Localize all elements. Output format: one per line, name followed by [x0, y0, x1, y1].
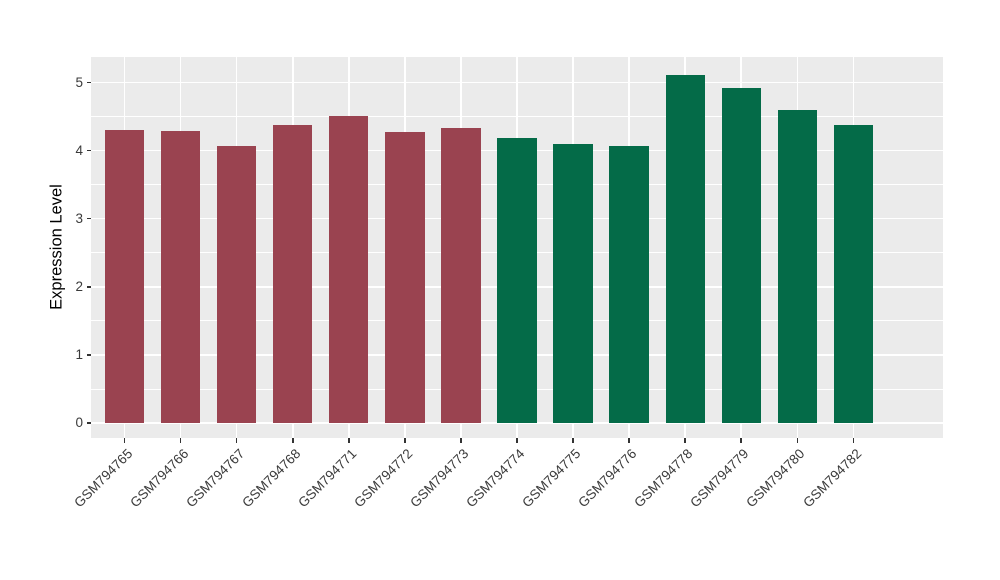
x-axis-tick: [852, 438, 855, 443]
x-axis-tick-label-text: GSM794775: [519, 446, 584, 511]
x-axis-tick-label-text: GSM794771: [295, 446, 360, 511]
y-axis-tick-label: 3: [75, 210, 83, 226]
x-axis-tick-label-text: GSM794779: [687, 446, 752, 511]
x-axis-tick-label-text: GSM794780: [743, 446, 808, 511]
y-axis-tick-label: 5: [75, 74, 83, 90]
x-axis-tick: [235, 438, 238, 443]
y-axis-tick-label: 1: [75, 346, 83, 362]
bar-GSM794773: [441, 128, 481, 423]
x-axis-tick-label-text: GSM794765: [71, 446, 136, 511]
x-axis-tick-label-text: GSM794772: [351, 446, 416, 511]
x-axis-tick: [740, 438, 742, 443]
y-axis-tick-label: 0: [75, 415, 83, 430]
x-axis-tick: [123, 438, 126, 443]
bar-GSM794776: [609, 145, 649, 423]
bar-GSM794765: [105, 130, 145, 423]
bar-GSM794768: [273, 124, 313, 423]
x-axis-tick-label-text: GSM794766: [127, 446, 192, 511]
y-axis-tick: [87, 422, 91, 424]
y-axis-tick: [87, 217, 91, 220]
y-axis-tick: [87, 149, 91, 152]
x-axis-tick: [404, 438, 406, 443]
y-axis-tick: [87, 81, 91, 84]
x-axis-tick-label-text: GSM794773: [407, 446, 472, 511]
x-axis-tick: [348, 438, 350, 443]
major-gridline: [91, 81, 943, 84]
bar-GSM794779: [721, 87, 761, 423]
x-axis-tick: [628, 438, 630, 443]
bar-GSM794772: [385, 131, 425, 423]
x-axis-tick: [292, 438, 294, 443]
x-axis-tick-label-text: GSM794774: [463, 446, 528, 511]
bar-GSM794774: [497, 138, 537, 423]
bar-GSM794771: [329, 115, 369, 423]
y-axis-tick-label: 2: [75, 278, 83, 294]
minor-gridline: [91, 116, 943, 117]
bar-GSM794782: [833, 124, 873, 423]
x-axis-tick-label-text: GSM794778: [631, 446, 696, 511]
bar-GSM794780: [777, 109, 817, 423]
bar-GSM794766: [161, 130, 201, 423]
x-axis-tick: [516, 438, 518, 443]
x-axis-tick-label-text: GSM794782: [799, 446, 864, 511]
bar-GSM794767: [217, 145, 257, 423]
bar-GSM794775: [553, 143, 593, 423]
x-axis-tick: [796, 438, 798, 443]
y-axis-tick-label: 4: [75, 142, 83, 158]
x-axis-tick: [179, 438, 182, 443]
x-axis-tick-label-text: GSM794776: [575, 446, 640, 511]
x-axis-tick: [572, 438, 574, 443]
major-gridline: [91, 422, 943, 424]
bar-GSM794778: [665, 75, 705, 423]
y-axis-tick: [87, 354, 91, 356]
y-axis-tick: [87, 286, 91, 288]
x-axis-tick: [460, 438, 462, 443]
x-axis-tick-label-text: GSM794767: [183, 446, 248, 511]
x-axis-tick-label-text: GSM794768: [239, 446, 304, 511]
plot-panel: [91, 57, 943, 438]
x-axis-tick: [684, 438, 686, 443]
